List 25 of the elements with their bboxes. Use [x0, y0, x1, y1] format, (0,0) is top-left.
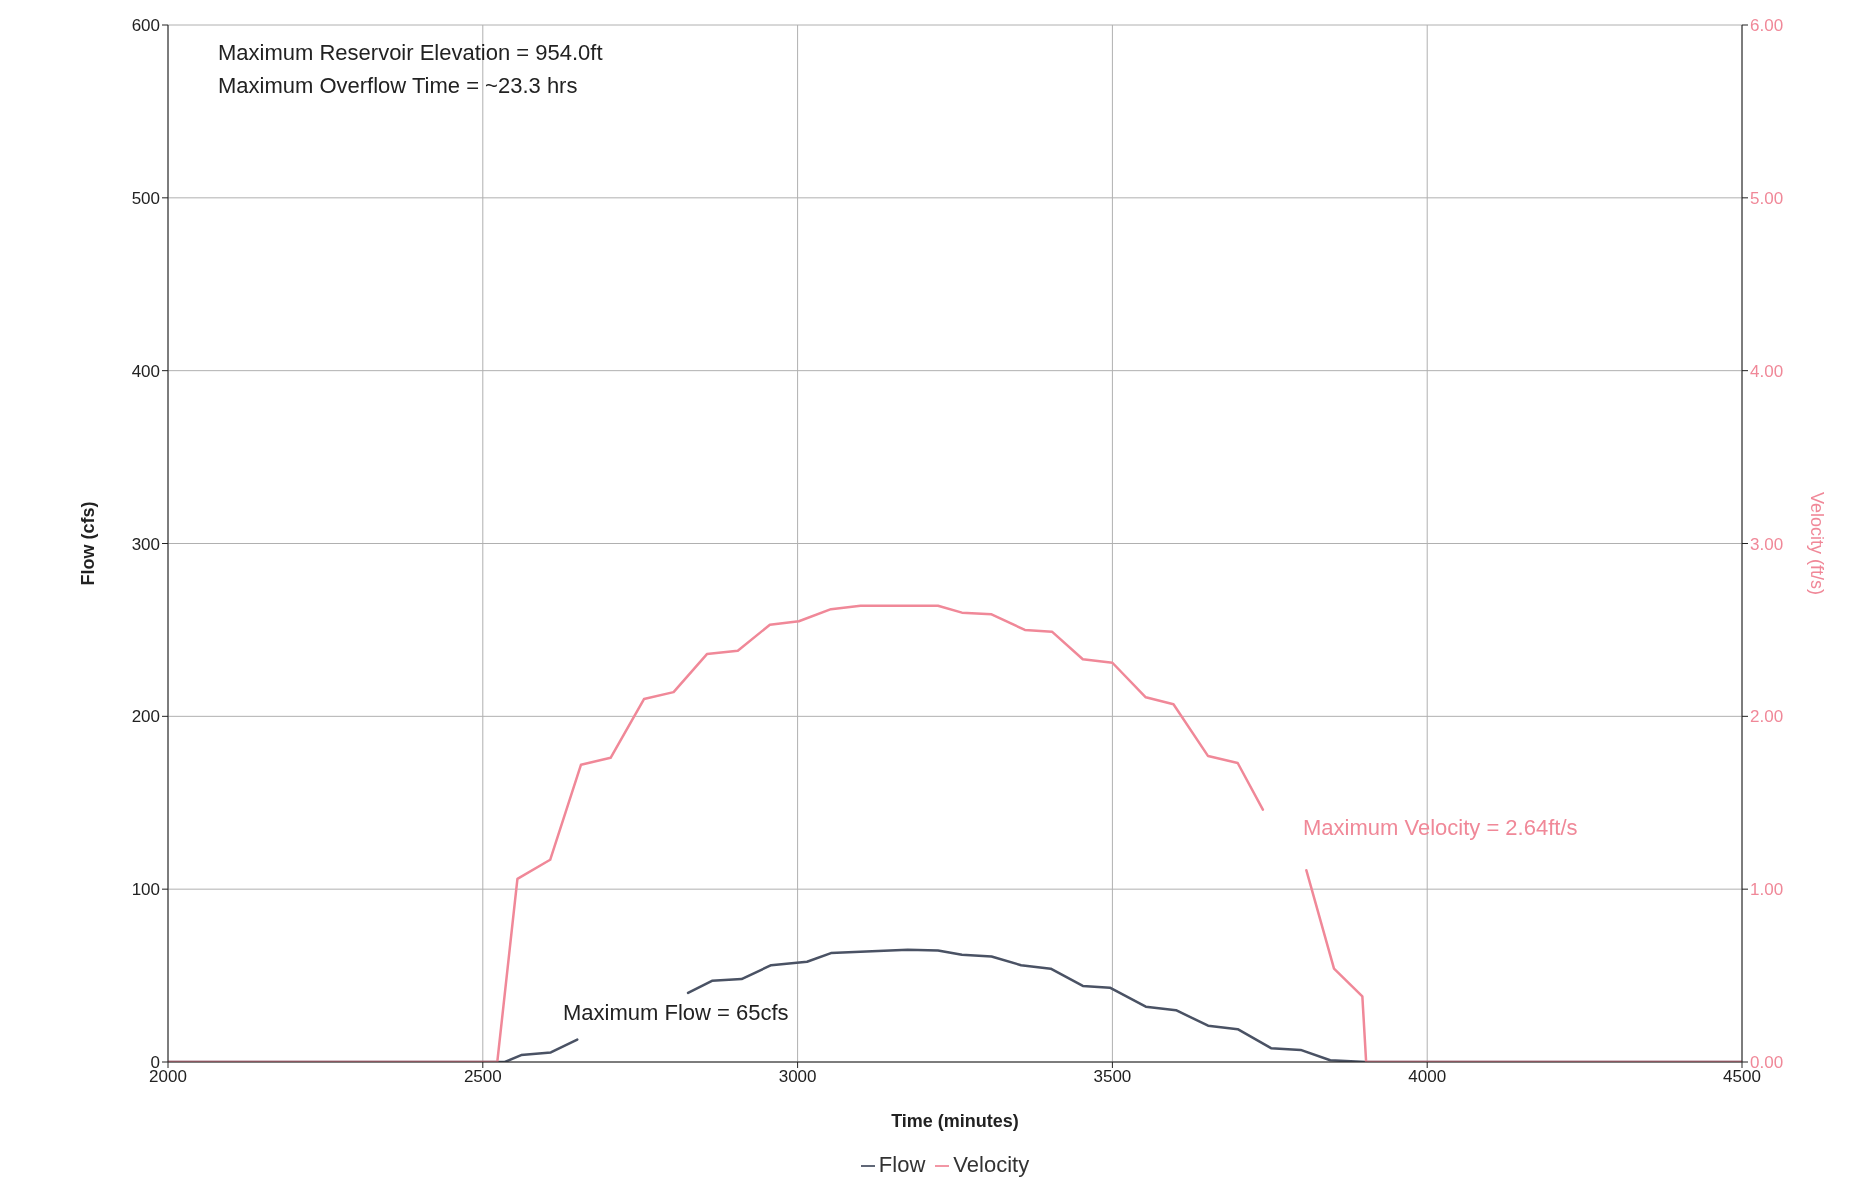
y2-axis-title: Velocity (ft/s): [1806, 491, 1827, 596]
y-tick-label: 300: [131, 534, 160, 554]
x-axis-title: Time (minutes): [891, 1111, 1019, 1131]
y2-tick-label: 3.00: [1750, 534, 1784, 554]
x-tick-label: 4000: [1408, 1067, 1447, 1087]
y2-tick-label: 2.00: [1750, 707, 1784, 727]
x-tick-label: 3000: [778, 1067, 817, 1087]
annotation: Maximum Reservoir Elevation = 954.0ft: [218, 39, 603, 67]
legend-label: Flow: [878, 1152, 926, 1177]
y-tick-label: 200: [131, 707, 160, 727]
y-axis-title: Flow (cfs): [78, 501, 99, 586]
y-tick-label: 500: [131, 188, 160, 208]
legend-label: Velocity: [953, 1152, 1030, 1177]
y2-tick-label: 5.00: [1750, 188, 1784, 208]
annotation: Maximum Overflow Time = ~23.3 hrs: [218, 72, 578, 100]
y-tick-label: 600: [131, 16, 160, 36]
y2-tick-label: 6.00: [1750, 16, 1784, 36]
x-tick-label: 3500: [1093, 1067, 1132, 1087]
y-tick-label: 100: [131, 880, 160, 900]
x-tick-label: 2500: [463, 1067, 502, 1087]
y-tick-label: 400: [131, 361, 160, 381]
annotation: Maximum Velocity = 2.64ft/s: [1303, 814, 1578, 842]
y2-tick-label: 4.00: [1750, 361, 1784, 381]
y2-tick-label: 1.00: [1750, 880, 1784, 900]
annotation: Maximum Flow = 65cfs: [563, 999, 789, 1027]
